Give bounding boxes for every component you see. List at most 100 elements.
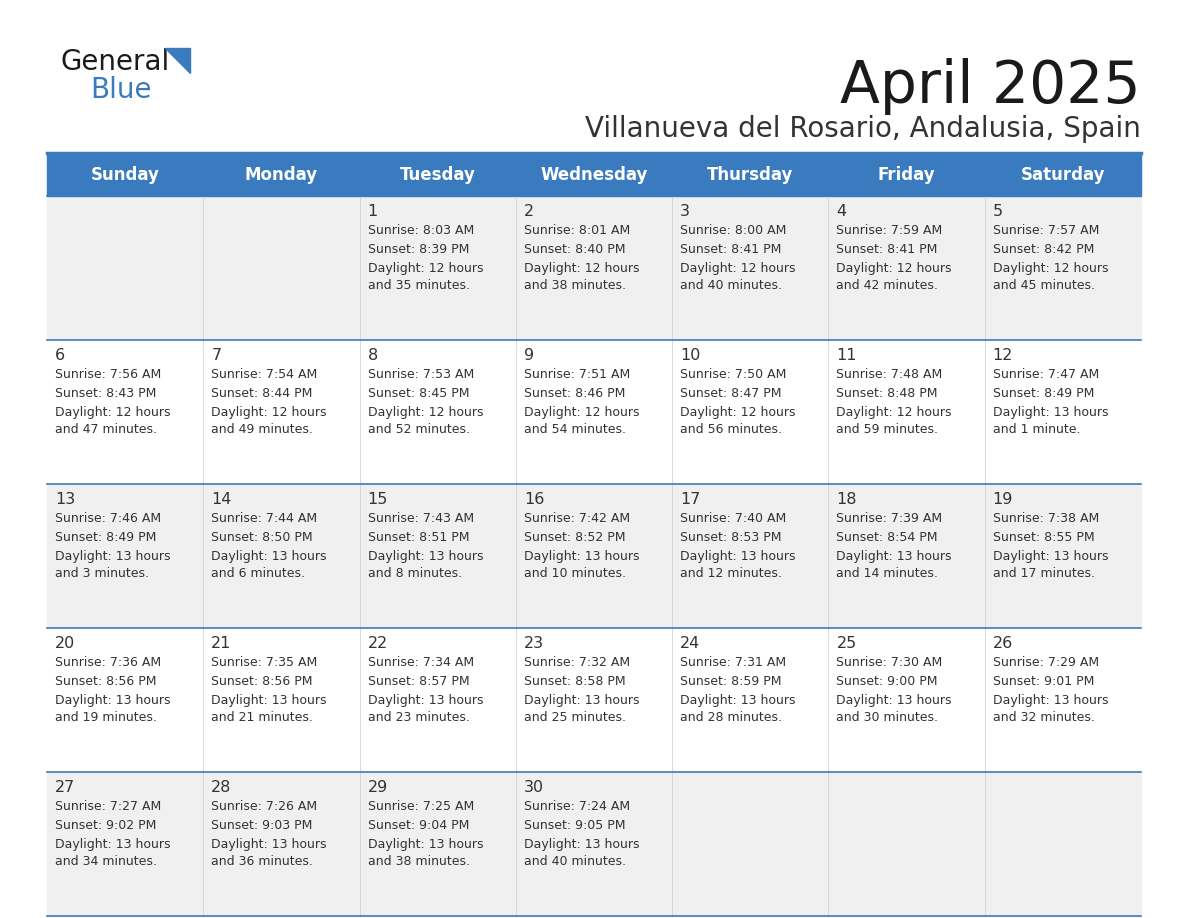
Bar <box>48 340 1140 484</box>
Text: Daylight: 12 hours
and 52 minutes.: Daylight: 12 hours and 52 minutes. <box>367 406 484 436</box>
Text: Sunset: 8:56 PM: Sunset: 8:56 PM <box>55 675 157 688</box>
Text: Sunset: 9:02 PM: Sunset: 9:02 PM <box>55 819 157 832</box>
Text: Sunset: 8:55 PM: Sunset: 8:55 PM <box>993 531 1094 544</box>
Bar <box>48 155 1140 196</box>
Text: Blue: Blue <box>90 76 152 104</box>
Text: 2: 2 <box>524 204 533 219</box>
Text: Sunrise: 7:48 AM: Sunrise: 7:48 AM <box>836 368 943 381</box>
Text: 24: 24 <box>681 636 701 651</box>
Text: Sunset: 8:50 PM: Sunset: 8:50 PM <box>211 531 312 544</box>
Text: 23: 23 <box>524 636 544 651</box>
Text: Sunset: 8:43 PM: Sunset: 8:43 PM <box>55 387 157 400</box>
Text: 11: 11 <box>836 348 857 363</box>
Text: Daylight: 13 hours
and 38 minutes.: Daylight: 13 hours and 38 minutes. <box>367 838 484 868</box>
Text: 27: 27 <box>55 780 75 795</box>
Text: Sunrise: 7:25 AM: Sunrise: 7:25 AM <box>367 800 474 813</box>
Text: Sunset: 8:56 PM: Sunset: 8:56 PM <box>211 675 312 688</box>
Text: Sunset: 8:39 PM: Sunset: 8:39 PM <box>367 243 469 256</box>
Text: Sunset: 8:49 PM: Sunset: 8:49 PM <box>55 531 157 544</box>
Text: Villanueva del Rosario, Andalusia, Spain: Villanueva del Rosario, Andalusia, Spain <box>586 115 1140 143</box>
Text: Sunset: 9:04 PM: Sunset: 9:04 PM <box>367 819 469 832</box>
Text: Sunset: 8:51 PM: Sunset: 8:51 PM <box>367 531 469 544</box>
Text: Sunset: 8:54 PM: Sunset: 8:54 PM <box>836 531 939 544</box>
Text: 6: 6 <box>55 348 65 363</box>
Text: Daylight: 13 hours
and 25 minutes.: Daylight: 13 hours and 25 minutes. <box>524 694 639 724</box>
Text: Daylight: 13 hours
and 32 minutes.: Daylight: 13 hours and 32 minutes. <box>993 694 1108 724</box>
Text: Sunset: 8:57 PM: Sunset: 8:57 PM <box>367 675 469 688</box>
Text: Sunset: 9:00 PM: Sunset: 9:00 PM <box>836 675 939 688</box>
Text: Sunset: 8:52 PM: Sunset: 8:52 PM <box>524 531 625 544</box>
Text: Daylight: 13 hours
and 19 minutes.: Daylight: 13 hours and 19 minutes. <box>55 694 171 724</box>
Text: 5: 5 <box>993 204 1003 219</box>
Bar <box>48 628 1140 772</box>
Text: Sunrise: 7:54 AM: Sunrise: 7:54 AM <box>211 368 317 381</box>
Text: Daylight: 13 hours
and 34 minutes.: Daylight: 13 hours and 34 minutes. <box>55 838 171 868</box>
Text: Sunrise: 7:36 AM: Sunrise: 7:36 AM <box>55 656 162 669</box>
Text: 19: 19 <box>993 492 1013 507</box>
Text: Sunrise: 7:50 AM: Sunrise: 7:50 AM <box>681 368 786 381</box>
Text: General: General <box>61 48 169 76</box>
Text: Sunrise: 7:42 AM: Sunrise: 7:42 AM <box>524 512 630 525</box>
Text: 29: 29 <box>367 780 387 795</box>
Polygon shape <box>165 48 190 73</box>
Text: Friday: Friday <box>878 166 935 185</box>
Text: 9: 9 <box>524 348 533 363</box>
Text: Daylight: 12 hours
and 56 minutes.: Daylight: 12 hours and 56 minutes. <box>681 406 796 436</box>
Text: Daylight: 13 hours
and 6 minutes.: Daylight: 13 hours and 6 minutes. <box>211 550 327 580</box>
Text: 10: 10 <box>681 348 701 363</box>
Text: Sunset: 8:49 PM: Sunset: 8:49 PM <box>993 387 1094 400</box>
Text: Sunrise: 7:26 AM: Sunrise: 7:26 AM <box>211 800 317 813</box>
Text: Sunrise: 7:56 AM: Sunrise: 7:56 AM <box>55 368 162 381</box>
Text: 18: 18 <box>836 492 857 507</box>
Text: Sunrise: 7:40 AM: Sunrise: 7:40 AM <box>681 512 786 525</box>
Text: Sunset: 9:03 PM: Sunset: 9:03 PM <box>211 819 312 832</box>
Text: 26: 26 <box>993 636 1013 651</box>
Text: 17: 17 <box>681 492 701 507</box>
Bar <box>48 772 1140 916</box>
Text: 21: 21 <box>211 636 232 651</box>
Text: Sunrise: 7:34 AM: Sunrise: 7:34 AM <box>367 656 474 669</box>
Text: Sunrise: 7:44 AM: Sunrise: 7:44 AM <box>211 512 317 525</box>
Text: Sunset: 8:48 PM: Sunset: 8:48 PM <box>836 387 939 400</box>
Text: 28: 28 <box>211 780 232 795</box>
Text: Sunset: 8:47 PM: Sunset: 8:47 PM <box>681 387 782 400</box>
Text: Sunset: 9:01 PM: Sunset: 9:01 PM <box>993 675 1094 688</box>
Text: Tuesday: Tuesday <box>400 166 475 185</box>
Text: Daylight: 12 hours
and 59 minutes.: Daylight: 12 hours and 59 minutes. <box>836 406 952 436</box>
Text: Sunrise: 7:29 AM: Sunrise: 7:29 AM <box>993 656 1099 669</box>
Text: 12: 12 <box>993 348 1013 363</box>
Text: Sunrise: 7:57 AM: Sunrise: 7:57 AM <box>993 224 1099 237</box>
Text: Daylight: 13 hours
and 30 minutes.: Daylight: 13 hours and 30 minutes. <box>836 694 952 724</box>
Text: Sunrise: 7:53 AM: Sunrise: 7:53 AM <box>367 368 474 381</box>
Text: Daylight: 13 hours
and 40 minutes.: Daylight: 13 hours and 40 minutes. <box>524 838 639 868</box>
Text: Daylight: 12 hours
and 40 minutes.: Daylight: 12 hours and 40 minutes. <box>681 262 796 292</box>
Text: Daylight: 12 hours
and 49 minutes.: Daylight: 12 hours and 49 minutes. <box>211 406 327 436</box>
Text: April 2025: April 2025 <box>840 58 1140 115</box>
Text: 13: 13 <box>55 492 75 507</box>
Text: Sunrise: 7:38 AM: Sunrise: 7:38 AM <box>993 512 1099 525</box>
Text: Sunset: 8:40 PM: Sunset: 8:40 PM <box>524 243 625 256</box>
Text: Sunset: 8:46 PM: Sunset: 8:46 PM <box>524 387 625 400</box>
Text: 20: 20 <box>55 636 75 651</box>
Text: 7: 7 <box>211 348 221 363</box>
Text: Sunset: 8:59 PM: Sunset: 8:59 PM <box>681 675 782 688</box>
Text: Sunrise: 7:39 AM: Sunrise: 7:39 AM <box>836 512 942 525</box>
Text: Sunrise: 7:30 AM: Sunrise: 7:30 AM <box>836 656 943 669</box>
Text: 15: 15 <box>367 492 388 507</box>
Text: 4: 4 <box>836 204 847 219</box>
Text: Sunday: Sunday <box>90 166 159 185</box>
Text: Sunset: 8:41 PM: Sunset: 8:41 PM <box>836 243 937 256</box>
Text: Sunrise: 7:24 AM: Sunrise: 7:24 AM <box>524 800 630 813</box>
Text: Sunset: 8:44 PM: Sunset: 8:44 PM <box>211 387 312 400</box>
Text: 22: 22 <box>367 636 387 651</box>
Text: Sunset: 8:58 PM: Sunset: 8:58 PM <box>524 675 626 688</box>
Text: Sunrise: 8:03 AM: Sunrise: 8:03 AM <box>367 224 474 237</box>
Text: Sunrise: 7:31 AM: Sunrise: 7:31 AM <box>681 656 786 669</box>
Bar <box>48 196 1140 340</box>
Text: Thursday: Thursday <box>707 166 794 185</box>
Text: 30: 30 <box>524 780 544 795</box>
Text: Daylight: 13 hours
and 1 minute.: Daylight: 13 hours and 1 minute. <box>993 406 1108 436</box>
Text: Sunrise: 8:01 AM: Sunrise: 8:01 AM <box>524 224 630 237</box>
Text: Daylight: 12 hours
and 45 minutes.: Daylight: 12 hours and 45 minutes. <box>993 262 1108 292</box>
Text: Daylight: 13 hours
and 8 minutes.: Daylight: 13 hours and 8 minutes. <box>367 550 484 580</box>
